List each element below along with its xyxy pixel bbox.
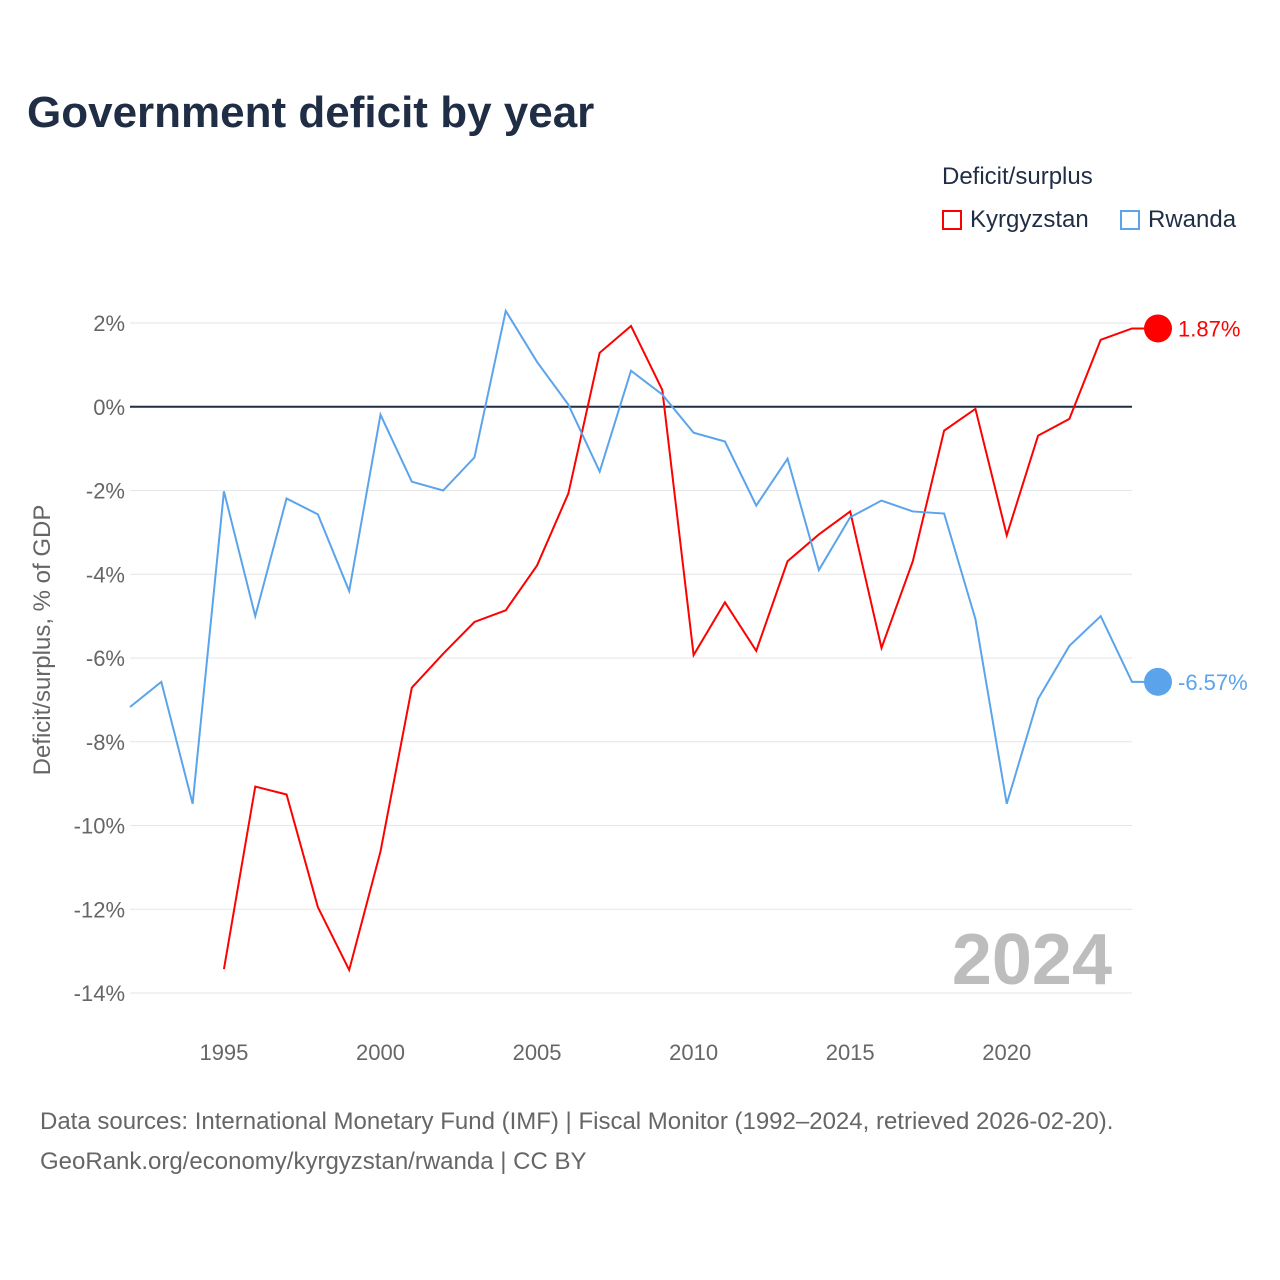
legend-label: Rwanda — [1148, 206, 1237, 233]
x-tick-label: 2005 — [513, 1040, 562, 1065]
series-line-kyrgyzstan — [222, 324, 1158, 973]
watermark-year: 2024 — [952, 920, 1112, 1000]
flag-marker-kyrgyzstan — [1144, 314, 1172, 343]
legend-swatch-rwanda — [1120, 210, 1140, 230]
legend-label: Kyrgyzstan — [970, 206, 1089, 233]
y-axis-label: Deficit/surplus, % of GDP — [29, 505, 56, 776]
legend-item-kyrgyzstan[interactable]: Kyrgyzstan — [942, 206, 1089, 234]
source-url: GeoRank.org/economy/kyrgyzstan/rwanda | … — [40, 1148, 587, 1175]
y-tick-label: -14% — [74, 981, 125, 1006]
end-label-rwanda: -6.57% — [1178, 670, 1248, 695]
source-line: Data sources: International Monetary Fun… — [40, 1108, 1114, 1135]
y-tick-label: 2% — [93, 311, 125, 336]
y-tick-label: 0% — [93, 395, 125, 420]
y-tick-label: -2% — [86, 479, 125, 504]
legend-swatch-kyrgyzstan — [942, 210, 962, 230]
y-tick-label: -4% — [86, 562, 125, 587]
legend-item-rwanda[interactable]: Rwanda — [1120, 206, 1236, 234]
series-line-rwanda — [129, 308, 1158, 805]
x-tick-label: 2015 — [826, 1040, 875, 1065]
x-tick-label: 2010 — [669, 1040, 718, 1065]
end-label-kyrgyzstan: 1.87% — [1178, 316, 1240, 341]
flag-marker-rwanda — [1144, 667, 1172, 696]
y-tick-label: -8% — [86, 730, 125, 755]
y-tick-label: -12% — [74, 897, 125, 922]
legend-title: Deficit/surplus — [942, 163, 1093, 190]
x-tick-label: 2020 — [982, 1040, 1031, 1065]
x-tick-label: 2000 — [356, 1040, 405, 1065]
y-tick-label: -10% — [74, 814, 125, 839]
x-tick-label: 1995 — [199, 1040, 248, 1065]
y-tick-label: -6% — [86, 646, 125, 671]
chart-title: Government deficit by year — [27, 88, 595, 137]
